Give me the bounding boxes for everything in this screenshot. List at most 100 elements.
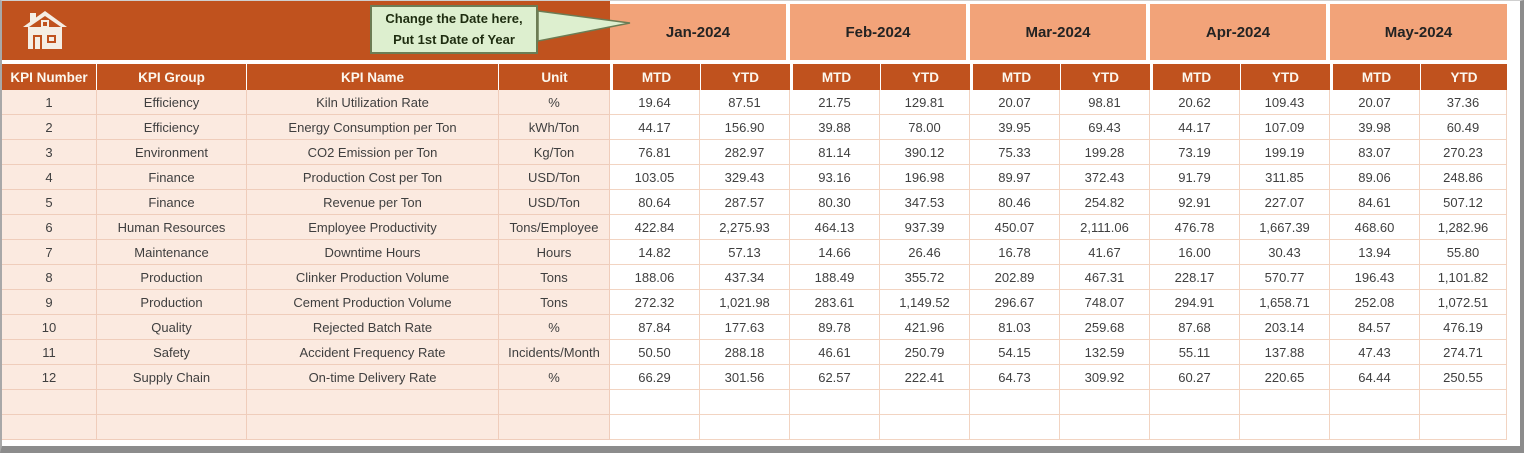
cell-kpi-number[interactable]: 12 (2, 365, 97, 390)
cell-value[interactable]: 372.43 (1060, 165, 1150, 190)
header-kpi-number[interactable]: KPI Number (2, 64, 97, 90)
cell-value[interactable]: 227.07 (1240, 190, 1330, 215)
cell-unit[interactable] (499, 415, 610, 440)
cell-value[interactable] (1240, 415, 1330, 440)
cell-value[interactable]: 1,149.52 (880, 290, 970, 315)
cell-value[interactable]: 46.61 (790, 340, 880, 365)
cell-value[interactable]: 81.14 (790, 140, 880, 165)
cell-value[interactable]: 60.27 (1150, 365, 1240, 390)
cell-unit[interactable] (499, 390, 610, 415)
cell-value[interactable]: 20.62 (1150, 90, 1240, 115)
cell-kpi-group[interactable]: Production (97, 265, 247, 290)
cell-kpi-number[interactable]: 6 (2, 215, 97, 240)
cell-value[interactable]: 2,111.06 (1060, 215, 1150, 240)
cell-value[interactable]: 54.15 (970, 340, 1060, 365)
cell-value[interactable]: 30.43 (1240, 240, 1330, 265)
cell-value[interactable]: 188.49 (790, 265, 880, 290)
cell-value[interactable]: 156.90 (700, 115, 790, 140)
cell-value[interactable]: 84.57 (1330, 315, 1420, 340)
cell-value[interactable]: 259.68 (1060, 315, 1150, 340)
cell-value[interactable]: 92.91 (1150, 190, 1240, 215)
month-header-cell[interactable]: Apr-2024 (1150, 4, 1326, 60)
cell-kpi-number[interactable] (2, 390, 97, 415)
cell-value[interactable] (1060, 415, 1150, 440)
cell-value[interactable]: 47.43 (1330, 340, 1420, 365)
cell-value[interactable]: 76.81 (610, 140, 700, 165)
cell-value[interactable]: 250.55 (1420, 365, 1507, 390)
cell-value[interactable]: 196.43 (1330, 265, 1420, 290)
cell-value[interactable]: 78.00 (880, 115, 970, 140)
cell-value[interactable]: 476.78 (1150, 215, 1240, 240)
month-header-cell[interactable]: Feb-2024 (790, 4, 966, 60)
month-header-cell[interactable]: May-2024 (1330, 4, 1507, 60)
cell-kpi-name[interactable]: Kiln Utilization Rate (247, 90, 499, 115)
cell-value[interactable]: 41.67 (1060, 240, 1150, 265)
cell-value[interactable]: 177.63 (700, 315, 790, 340)
cell-kpi-name[interactable] (247, 390, 499, 415)
cell-value[interactable]: 347.53 (880, 190, 970, 215)
cell-kpi-group[interactable]: Efficiency (97, 90, 247, 115)
cell-value[interactable]: 66.29 (610, 365, 700, 390)
cell-value[interactable]: 57.13 (700, 240, 790, 265)
cell-kpi-name[interactable]: CO2 Emission per Ton (247, 140, 499, 165)
cell-value[interactable]: 13.94 (1330, 240, 1420, 265)
cell-value[interactable]: 64.44 (1330, 365, 1420, 390)
cell-unit[interactable]: Tons (499, 265, 610, 290)
cell-value[interactable]: 2,275.93 (700, 215, 790, 240)
cell-kpi-group[interactable] (97, 415, 247, 440)
cell-value[interactable]: 1,658.71 (1240, 290, 1330, 315)
cell-kpi-name[interactable] (247, 415, 499, 440)
cell-value[interactable]: 196.98 (880, 165, 970, 190)
cell-value[interactable]: 270.23 (1420, 140, 1507, 165)
cell-value[interactable]: 468.60 (1330, 215, 1420, 240)
cell-value[interactable]: 55.11 (1150, 340, 1240, 365)
cell-kpi-number[interactable]: 1 (2, 90, 97, 115)
cell-kpi-name[interactable]: Accident Frequency Rate (247, 340, 499, 365)
cell-value[interactable] (610, 415, 700, 440)
cell-value[interactable] (970, 390, 1060, 415)
cell-value[interactable]: 390.12 (880, 140, 970, 165)
cell-value[interactable]: 464.13 (790, 215, 880, 240)
cell-unit[interactable]: % (499, 365, 610, 390)
subheader-mtd[interactable]: MTD (793, 64, 881, 90)
cell-value[interactable]: 937.39 (880, 215, 970, 240)
cell-value[interactable]: 272.32 (610, 290, 700, 315)
cell-value[interactable]: 20.07 (970, 90, 1060, 115)
cell-kpi-group[interactable]: Finance (97, 165, 247, 190)
cell-kpi-number[interactable]: 7 (2, 240, 97, 265)
cell-value[interactable] (1150, 390, 1240, 415)
cell-value[interactable]: 467.31 (1060, 265, 1150, 290)
cell-value[interactable] (1060, 390, 1150, 415)
cell-value[interactable]: 748.07 (1060, 290, 1150, 315)
cell-unit[interactable]: % (499, 90, 610, 115)
cell-kpi-number[interactable]: 11 (2, 340, 97, 365)
cell-value[interactable]: 311.85 (1240, 165, 1330, 190)
cell-value[interactable]: 287.57 (700, 190, 790, 215)
cell-value[interactable]: 248.86 (1420, 165, 1507, 190)
subheader-ytd[interactable]: YTD (881, 64, 970, 90)
cell-kpi-number[interactable]: 3 (2, 140, 97, 165)
cell-value[interactable]: 80.30 (790, 190, 880, 215)
cell-value[interactable]: 44.17 (610, 115, 700, 140)
cell-kpi-name[interactable]: On-time Delivery Rate (247, 365, 499, 390)
cell-value[interactable]: 222.41 (880, 365, 970, 390)
cell-value[interactable]: 16.00 (1150, 240, 1240, 265)
cell-value[interactable]: 93.16 (790, 165, 880, 190)
cell-value[interactable]: 309.92 (1060, 365, 1150, 390)
cell-value[interactable]: 1,101.82 (1420, 265, 1507, 290)
cell-value[interactable]: 89.78 (790, 315, 880, 340)
cell-value[interactable]: 87.84 (610, 315, 700, 340)
cell-value[interactable]: 283.61 (790, 290, 880, 315)
cell-value[interactable]: 26.46 (880, 240, 970, 265)
cell-value[interactable] (880, 415, 970, 440)
cell-kpi-number[interactable] (2, 415, 97, 440)
subheader-mtd[interactable]: MTD (613, 64, 701, 90)
cell-value[interactable]: 199.28 (1060, 140, 1150, 165)
cell-value[interactable]: 355.72 (880, 265, 970, 290)
cell-value[interactable]: 98.81 (1060, 90, 1150, 115)
cell-value[interactable]: 83.07 (1330, 140, 1420, 165)
cell-value[interactable]: 64.73 (970, 365, 1060, 390)
cell-value[interactable]: 274.71 (1420, 340, 1507, 365)
subheader-ytd[interactable]: YTD (1421, 64, 1507, 90)
cell-value[interactable]: 220.65 (1240, 365, 1330, 390)
